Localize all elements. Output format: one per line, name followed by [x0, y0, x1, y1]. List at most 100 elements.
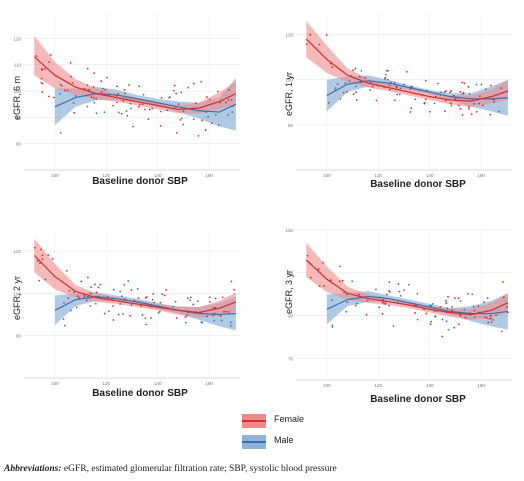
- data-point-female-6m: [204, 129, 207, 131]
- data-point-male-2yr: [69, 309, 72, 312]
- x-tick-label-2yr: 120: [103, 381, 111, 386]
- y-tick-label-2yr: 120: [13, 249, 21, 254]
- data-point-female-2yr: [175, 317, 178, 319]
- data-point-female-2yr: [196, 300, 199, 303]
- data-point-male-2yr: [213, 319, 216, 322]
- data-point-female-1yr: [371, 85, 374, 88]
- data-point-male-2yr: [229, 324, 232, 327]
- data-point-male-6m: [180, 91, 183, 94]
- data-point-male-1yr: [339, 98, 342, 100]
- smooth-line-female-1yr: [305, 38, 509, 102]
- smooth-line-male-3yr: [326, 295, 508, 315]
- data-point-female-2yr: [87, 276, 89, 279]
- data-point-female-2yr: [233, 288, 236, 291]
- data-point-female-2yr: [186, 297, 189, 300]
- data-point-female-6m: [128, 84, 130, 86]
- data-point-female-6m: [123, 88, 126, 91]
- data-point-female-6m: [104, 88, 107, 91]
- data-point-female-6m: [138, 85, 141, 88]
- data-point-female-2yr: [224, 310, 227, 313]
- data-point-female-2yr: [219, 315, 222, 317]
- data-point-male-1yr: [399, 87, 402, 90]
- data-point-male-3yr: [331, 299, 333, 302]
- data-point-female-6m: [132, 125, 135, 128]
- data-point-female-1yr: [467, 105, 470, 108]
- data-point-male-2yr: [140, 305, 143, 307]
- data-point-female-6m: [175, 132, 178, 134]
- data-point-female-3yr: [346, 301, 349, 304]
- x-tick-label-3yr: 160: [477, 383, 485, 388]
- data-point-female-6m: [92, 97, 95, 99]
- data-point-female-2yr: [165, 289, 167, 291]
- data-point-female-2yr: [184, 316, 187, 318]
- data-point-female-6m: [90, 96, 93, 99]
- data-point-female-2yr: [144, 317, 147, 320]
- data-point-male-6m: [95, 112, 98, 115]
- data-point-female-3yr: [441, 335, 444, 338]
- data-point-female-6m: [63, 89, 66, 92]
- data-point-female-2yr: [214, 297, 217, 300]
- data-point-female-3yr: [459, 314, 462, 317]
- y-axis-label-6m: eGFR, 6 m: [12, 75, 22, 120]
- data-point-female-1yr: [414, 98, 417, 101]
- data-point-female-2yr: [185, 314, 188, 317]
- data-point-female-6m: [173, 84, 176, 87]
- data-point-female-2yr: [41, 258, 44, 261]
- data-point-male-1yr: [334, 87, 337, 89]
- data-point-male-2yr: [189, 299, 191, 302]
- data-point-female-1yr: [467, 86, 470, 88]
- x-tick-label-1yr: 100: [323, 173, 331, 178]
- data-point-female-1yr: [410, 107, 413, 110]
- data-point-female-3yr: [454, 297, 456, 300]
- data-point-female-2yr: [40, 248, 42, 251]
- data-point-male-3yr: [429, 304, 431, 307]
- x-tick-label-3yr: 100: [323, 383, 331, 388]
- data-point-female-2yr: [97, 286, 100, 289]
- data-point-male-2yr: [83, 296, 86, 298]
- data-point-male-2yr: [189, 296, 192, 299]
- data-point-male-2yr: [108, 310, 110, 313]
- data-point-male-2yr: [122, 313, 125, 315]
- data-point-male-1yr: [409, 85, 412, 88]
- data-point-female-1yr: [459, 90, 462, 93]
- data-point-female-1yr: [384, 78, 386, 80]
- data-point-female-2yr: [208, 300, 211, 303]
- x-axis-label-6m: Baseline donor SBP: [92, 176, 188, 187]
- data-point-male-1yr: [468, 93, 471, 95]
- data-point-male-2yr: [150, 317, 152, 319]
- chart-svg-3yr: 70 90 110 130 100 120 140 160: [285, 228, 512, 388]
- data-point-female-6m: [175, 92, 178, 95]
- data-point-female-3yr: [329, 279, 332, 281]
- data-point-female-2yr: [129, 314, 131, 317]
- data-point-female-3yr: [317, 268, 320, 271]
- data-point-female-3yr: [483, 301, 485, 303]
- data-point-female-6m: [116, 101, 118, 104]
- data-point-male-1yr: [475, 83, 478, 86]
- data-point-male-2yr: [157, 312, 160, 314]
- data-point-female-2yr: [163, 294, 166, 297]
- legend-item-female: Female: [240, 412, 330, 430]
- chart-panel-2yr: 80 100 120 100 120 140 160 eGFR, 2 yr Baseline…: [0, 222, 250, 407]
- data-point-female-2yr: [212, 314, 214, 317]
- y-tick-label-6m: 90: [16, 115, 22, 120]
- x-tick-label-2yr: 140: [154, 381, 162, 386]
- data-point-female-2yr: [86, 295, 89, 298]
- data-point-female-1yr: [457, 104, 460, 107]
- data-point-male-1yr: [424, 79, 427, 82]
- data-point-female-2yr: [38, 279, 41, 282]
- data-point-male-6m: [172, 89, 175, 92]
- data-point-female-6m: [93, 72, 96, 75]
- data-point-male-6m: [151, 107, 154, 110]
- data-point-female-6m: [95, 97, 98, 100]
- data-point-female-2yr: [161, 293, 164, 296]
- data-point-female-2yr: [94, 283, 96, 286]
- data-point-female-6m: [160, 97, 163, 99]
- data-point-female-1yr: [325, 34, 328, 36]
- data-point-female-1yr: [354, 67, 357, 70]
- data-point-male-3yr: [463, 308, 466, 311]
- data-point-male-6m: [59, 83, 62, 86]
- data-point-male-3yr: [471, 293, 474, 296]
- data-point-female-2yr: [145, 296, 148, 298]
- y-tick-label-2yr: 100: [13, 291, 21, 296]
- data-point-female-1yr: [352, 69, 354, 72]
